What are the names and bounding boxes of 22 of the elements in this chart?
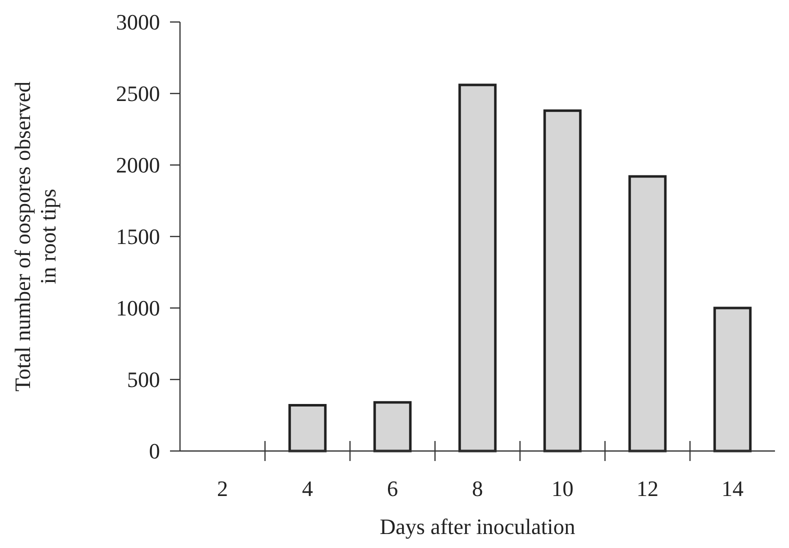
x-axis-title: Days after inoculation bbox=[380, 514, 576, 539]
bar bbox=[458, 84, 497, 452]
x-tick-label: 10 bbox=[552, 476, 574, 501]
y-tick-label: 3000 bbox=[116, 10, 160, 35]
x-tick-label: 12 bbox=[636, 476, 658, 501]
y-tick-label: 0 bbox=[149, 438, 160, 464]
y-tick-label: 2500 bbox=[116, 81, 160, 106]
bar bbox=[288, 404, 327, 452]
y-tick-label: 500 bbox=[127, 367, 160, 392]
y-tick-label: 2000 bbox=[116, 152, 160, 178]
x-tick-label: 6 bbox=[387, 476, 398, 501]
y-axis-title: Total number of oospores observed in root tips bbox=[10, 81, 60, 392]
x-tick-label: 2 bbox=[217, 476, 228, 501]
x-tick-label: 4 bbox=[302, 476, 313, 501]
bar bbox=[713, 306, 752, 452]
bar bbox=[373, 401, 412, 452]
bar bbox=[628, 175, 667, 452]
x-tick-label: 8 bbox=[472, 476, 483, 501]
bar bbox=[543, 109, 582, 452]
y-tick-label: 1500 bbox=[116, 224, 160, 250]
x-tick-label: 14 bbox=[722, 476, 744, 501]
y-tick-label: 1000 bbox=[116, 296, 160, 321]
